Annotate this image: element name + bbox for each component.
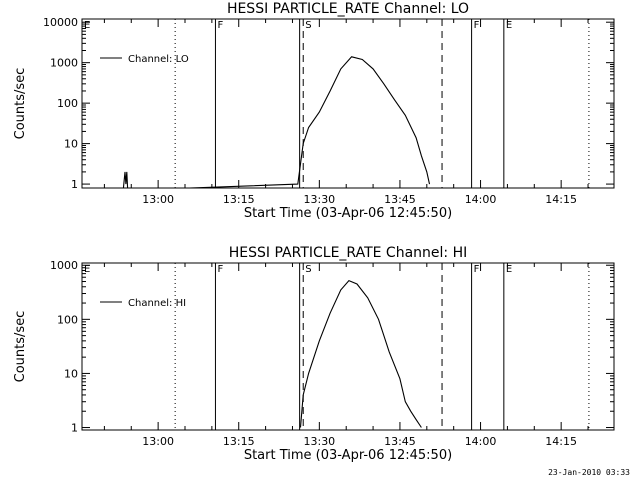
chart-panel-1: HESSI PARTICLE_RATE Channel: LO 1 10 100 100… xyxy=(13,1,615,221)
event-marker-label: E xyxy=(506,264,512,275)
y-tick-label: 1 xyxy=(71,178,78,191)
event-marker-label: F xyxy=(474,264,480,275)
x-tick-label: 13:15 xyxy=(223,435,255,448)
plot-frame xyxy=(81,18,615,189)
legend-entry: Channel: LO xyxy=(128,54,189,65)
x-tick-label: 14:00 xyxy=(465,193,497,206)
x-tick-label: 13:00 xyxy=(142,193,174,206)
legend-entry: Channel: HI xyxy=(128,298,186,309)
y-axis-label: Counts/sec xyxy=(13,311,28,383)
event-marker-label: F xyxy=(217,20,223,31)
y-tick-label: 1000 xyxy=(50,57,78,70)
event-marker-label: S xyxy=(305,264,311,275)
generation-timestamp: 23-Jan-2010 03:33 xyxy=(548,468,630,477)
x-tick-label: 13:00 xyxy=(142,435,174,448)
x-tick-label: 14:15 xyxy=(545,435,577,448)
y-tick-label: 10 xyxy=(64,138,78,151)
y-tick-label: 1 xyxy=(71,422,78,435)
x-axis-label: Start Time (03-Apr-06 12:45:50) xyxy=(244,448,452,463)
x-tick-label: 14:15 xyxy=(545,193,577,206)
chart-title: HESSI PARTICLE_RATE Channel: LO xyxy=(227,1,469,17)
event-marker-label: E xyxy=(84,20,90,31)
data-series-line xyxy=(299,279,422,428)
chart-title: HESSI PARTICLE_RATE Channel: HI xyxy=(229,245,467,261)
y-tick-label: 1000 xyxy=(50,259,78,272)
data-series-line xyxy=(122,56,431,188)
x-tick-label: 13:15 xyxy=(223,193,255,206)
event-marker-label: E xyxy=(84,264,90,275)
y-axis-label: Counts/sec xyxy=(13,68,28,140)
x-tick-label: 13:30 xyxy=(303,435,335,448)
y-tick-label: 10000 xyxy=(43,16,78,29)
event-marker-label: F xyxy=(217,264,223,275)
event-marker-label: F xyxy=(474,20,480,31)
event-marker-label: S xyxy=(305,20,311,31)
x-axis-label: Start Time (03-Apr-06 12:45:50) xyxy=(244,206,452,221)
x-tick-label: 13:30 xyxy=(303,193,335,206)
chart-panel-2: HESSI PARTICLE_RATE Channel: HI 1 10 100 100… xyxy=(13,245,615,463)
y-tick-label: 100 xyxy=(57,313,78,326)
x-tick-label: 14:00 xyxy=(465,435,497,448)
plot-frame xyxy=(81,262,615,431)
event-marker-label: E xyxy=(506,20,512,31)
y-tick-label: 10 xyxy=(64,367,78,380)
x-tick-label: 13:45 xyxy=(384,435,416,448)
x-tick-label: 13:45 xyxy=(384,193,416,206)
y-tick-label: 100 xyxy=(57,97,78,110)
